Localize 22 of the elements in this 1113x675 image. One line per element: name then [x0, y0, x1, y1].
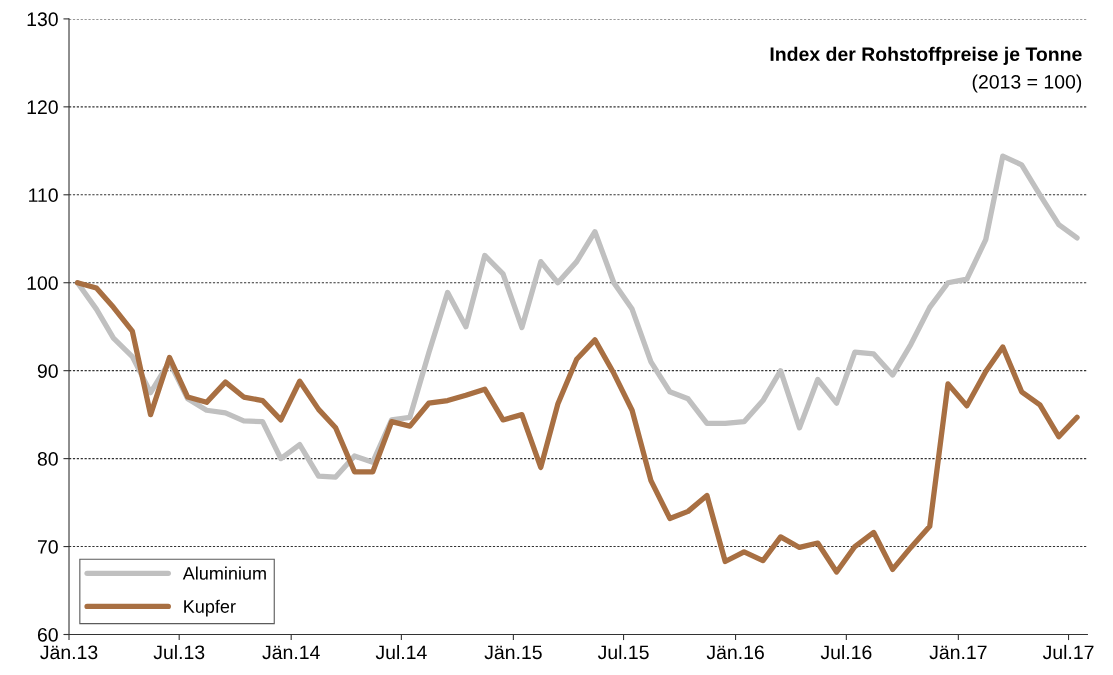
y-tick-label: 130 [27, 12, 58, 27]
x-tick-label: Jul.14 [375, 644, 427, 660]
legend-label: Kupfer [184, 599, 236, 617]
y-tick-label: 70 [37, 540, 58, 554]
y-tick-label: 80 [37, 452, 58, 466]
legend-label: Aluminium [182, 566, 266, 580]
x-tick-label: Jul.16 [820, 644, 872, 660]
y-tick-label: 100 [27, 276, 58, 290]
x-tick-label: Jän.14 [262, 645, 320, 660]
x-tick-label: Jul.17 [1042, 644, 1094, 660]
x-tick-label: Jän.15 [484, 645, 542, 660]
text: Index der Rohstoffpreise je Tonne [770, 46, 1082, 65]
x-tick-label: Jän.13 [40, 645, 98, 660]
x-tick-label: Jul.13 [153, 644, 205, 660]
y-tick-label: 110 [29, 188, 58, 203]
y-tick-label: 60 [37, 627, 58, 642]
x-tick-label: Jän.17 [929, 645, 987, 660]
y-tick-label: 90 [37, 364, 58, 378]
y-tick-label: 120 [27, 100, 58, 115]
text: (2013 = 100) [972, 74, 1082, 93]
x-tick-label: Jul.15 [597, 644, 649, 660]
x-tick-label: Jän.16 [706, 645, 764, 660]
